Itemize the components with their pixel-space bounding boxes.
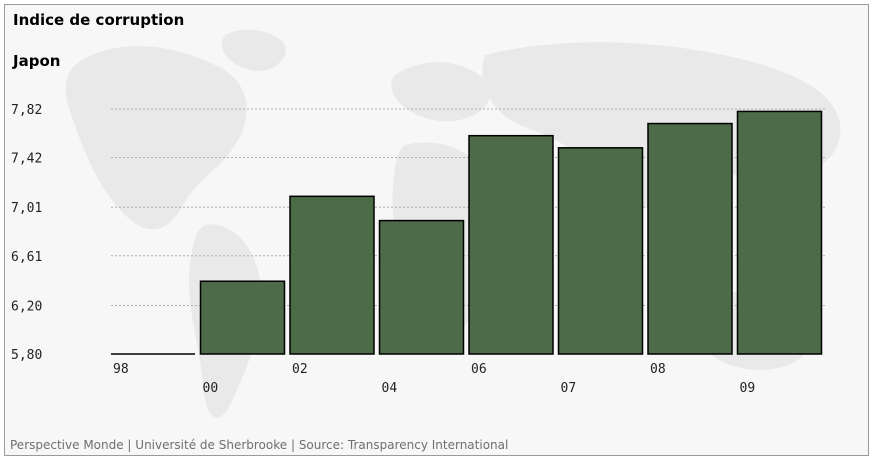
y-axis-tick-labels: 5,80 6,20 6,61 7,01 7,42 7,82: [11, 103, 42, 363]
bar: [738, 111, 822, 354]
x-tick-label: 09: [740, 381, 756, 396]
y-tick-label: 6,61: [11, 250, 42, 265]
bar: [469, 136, 553, 354]
y-tick-label: 7,82: [11, 103, 42, 118]
x-tick-label: 00: [203, 381, 219, 396]
bar: [201, 281, 285, 354]
chart-frame: Indice de corruption Japon 5,80 6,20 6,61 7…: [4, 4, 869, 456]
bar-chart: 5,80 6,20 6,61 7,01 7,42 7,82 98 00 02 04 06 07 08 0…: [5, 5, 869, 456]
x-tick-label: 06: [471, 362, 487, 377]
x-tick-label: 07: [561, 381, 577, 396]
bar: [648, 124, 732, 354]
bar: [559, 148, 643, 354]
x-tick-label: 02: [292, 362, 308, 377]
bar: [380, 221, 464, 354]
y-tick-label: 6,20: [11, 299, 42, 314]
y-tick-label: 7,42: [11, 152, 42, 167]
x-axis-tick-labels: 98 00 02 04 06 07 08 09: [113, 362, 755, 396]
source-footer: Perspective Monde | Université de Sherbr…: [10, 438, 508, 452]
bar: [290, 196, 374, 354]
y-tick-label: 5,80: [11, 348, 42, 363]
y-tick-label: 7,01: [11, 201, 42, 216]
x-tick-label: 98: [113, 362, 129, 377]
x-tick-label: 08: [650, 362, 666, 377]
bars: [111, 111, 822, 354]
x-tick-label: 04: [382, 381, 398, 396]
